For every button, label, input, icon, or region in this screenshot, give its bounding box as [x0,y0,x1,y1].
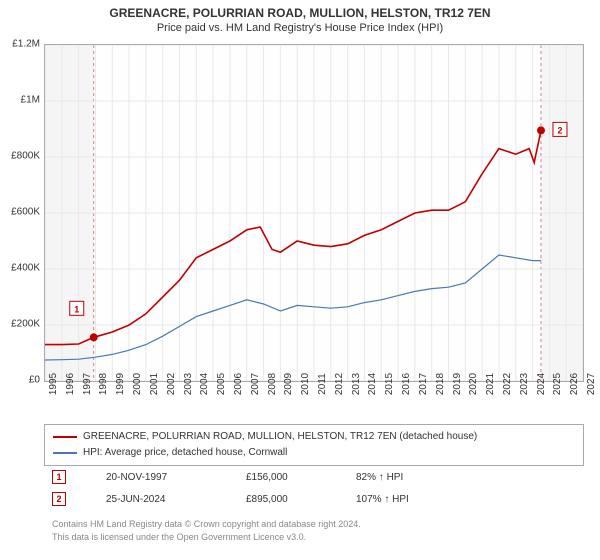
legend-swatch-hpi [53,452,77,454]
y-tick-label: £800K [11,151,40,162]
x-tick-label: 2013 [351,373,362,395]
x-tick-label: 2012 [334,373,345,395]
y-tick-label: £1M [21,95,40,106]
marker-date-2: 25-JUN-2024 [106,494,206,505]
y-tick-label: £0 [29,375,40,386]
x-tick-label: 2016 [401,373,412,395]
svg-text:2: 2 [557,125,562,135]
footer-line-2: This data is licensed under the Open Gov… [52,531,592,544]
x-tick-label: 2015 [384,373,395,395]
chart-title: GREENACRE, POLURRIAN ROAD, MULLION, HELS… [0,6,600,20]
marker-price-1: £156,000 [246,472,316,483]
marker-hpi-2: 107% ↑ HPI [356,494,456,505]
footer: Contains HM Land Registry data © Crown c… [44,516,600,546]
x-tick-label: 2022 [502,373,513,395]
x-tick-label: 2004 [199,373,210,395]
marker-row-2: 2 25-JUN-2024 £895,000 107% ↑ HPI [44,488,584,510]
x-tick-label: 1997 [82,373,93,395]
x-tick-label: 2025 [552,373,563,395]
x-tick-label: 2021 [485,373,496,395]
x-tick-label: 2024 [536,373,547,395]
x-tick-label: 2017 [418,373,429,395]
marker-row-1: 1 20-NOV-1997 £156,000 82% ↑ HPI [44,466,584,488]
chart-subtitle: Price paid vs. HM Land Registry's House … [0,22,600,34]
x-tick-label: 2005 [216,373,227,395]
marker-badge-2: 2 [52,492,66,506]
chart-container: GREENACRE, POLURRIAN ROAD, MULLION, HELS… [0,0,600,560]
marker-hpi-1: 82% ↑ HPI [356,472,456,483]
svg-text:1: 1 [74,304,79,314]
legend: GREENACRE, POLURRIAN ROAD, MULLION, HELS… [44,424,584,466]
x-tick-label: 2018 [435,373,446,395]
x-tick-label: 2027 [586,373,597,395]
y-tick-label: £600K [11,207,40,218]
x-tick-label: 2020 [468,373,479,395]
x-tick-label: 2010 [300,373,311,395]
x-tick-label: 2001 [149,373,160,395]
x-tick-label: 2011 [317,373,328,395]
x-tick-label: 2009 [283,373,294,395]
y-tick-label: £1.2M [12,39,40,50]
legend-item-property: GREENACRE, POLURRIAN ROAD, MULLION, HELS… [53,429,575,445]
x-tick-label: 1998 [98,373,109,395]
title-block: GREENACRE, POLURRIAN ROAD, MULLION, HELS… [0,0,600,34]
legend-label-hpi: HPI: Average price, detached house, Corn… [83,445,287,461]
x-tick-label: 2000 [132,373,143,395]
footer-line-1: Contains HM Land Registry data © Crown c… [52,518,592,531]
legend-swatch-property [53,436,77,438]
x-tick-label: 2003 [183,373,194,395]
marker-badge-1: 1 [52,470,66,484]
x-tick-label: 1995 [48,373,59,395]
legend-label-property: GREENACRE, POLURRIAN ROAD, MULLION, HELS… [83,429,477,445]
x-tick-label: 2023 [519,373,530,395]
x-tick-label: 1999 [115,373,126,395]
x-tick-label: 2014 [367,373,378,395]
x-tick-label: 2002 [166,373,177,395]
x-tick-label: 2007 [250,373,261,395]
legend-item-hpi: HPI: Average price, detached house, Corn… [53,445,575,461]
marker-table: 1 20-NOV-1997 £156,000 82% ↑ HPI 2 25-JU… [44,466,584,510]
plot-svg: 12 [45,45,583,381]
x-tick-label: 1996 [65,373,76,395]
marker-price-2: £895,000 [246,494,316,505]
x-tick-label: 2008 [267,373,278,395]
x-tick-label: 2019 [452,373,463,395]
y-tick-label: £400K [11,263,40,274]
x-tick-label: 2026 [569,373,580,395]
y-tick-label: £200K [11,319,40,330]
x-tick-label: 2006 [233,373,244,395]
plot-area: 12 [44,44,584,382]
marker-date-1: 20-NOV-1997 [106,472,206,483]
